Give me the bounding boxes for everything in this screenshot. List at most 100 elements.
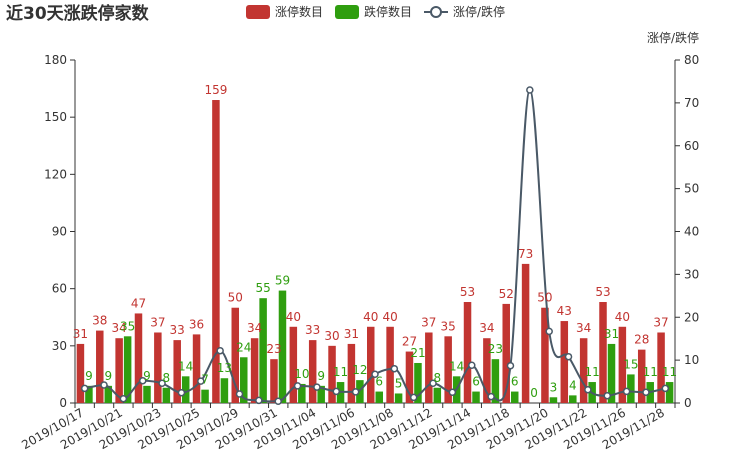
right-axis-tick-label: 10 [684,353,699,367]
bar-label-limit-down: 4 [569,378,577,392]
legend-swatch-limit-up [246,5,270,19]
ratio-point [119,394,128,403]
bar-label-limit-up: 53 [595,285,610,299]
bar-limit-up [618,326,627,403]
bar-limit-up [173,340,181,403]
ratio-point [409,393,418,402]
bar-limit-up [405,351,414,403]
ratio-point [274,397,282,406]
bar-label-limit-up: 35 [441,319,456,333]
ratio-point [526,86,534,94]
bar-limit-up [76,343,85,403]
bar-limit-up [541,307,549,403]
bar-limit-down [627,374,635,403]
bar-limit-down [220,378,229,403]
ratio-point [100,381,108,389]
bar-limit-down [375,391,383,403]
right-axis-tick-label: 20 [684,310,699,324]
bar-label-limit-down: 11 [662,365,677,379]
legend-swatch-limit-down [335,5,359,19]
bar-label-limit-down: 6 [511,375,519,389]
bar-limit-up [367,326,375,403]
ratio-line-layer [80,86,670,406]
bar-label-limit-up: 53 [460,285,475,299]
bar-label-limit-down: 9 [317,369,325,383]
bar-limit-down [569,395,577,403]
bar-label-limit-up: 28 [634,333,649,347]
ratio-point [235,390,244,398]
ratio-point [313,383,321,391]
bar-limit-down [240,357,248,403]
right-axis-tick-label: 50 [684,182,699,196]
bar-limit-up [134,313,143,403]
ratio-point [448,388,457,397]
bar-label-limit-up: 47 [131,296,146,310]
bar-limit-up [599,302,607,403]
bar-limit-up [328,345,336,403]
ratio-point [603,391,612,400]
bar-limit-down [123,336,132,403]
bar-label-limit-down: 11 [585,365,600,379]
bar-label-limit-up: 40 [363,310,378,324]
bar-limit-up [96,330,104,403]
bar-label-limit-down: 6 [375,375,383,389]
bar-limit-up [347,343,356,403]
right-axis-tick-label: 0 [684,396,692,410]
ratio-point [622,387,631,396]
chart-title: 近30天涨跌停家数 [6,3,150,24]
legend-label-limit-up: 涨停数目 [275,4,323,19]
bar-limit-up [425,332,433,403]
left-axis-tick-label: 90 [52,225,67,239]
ratio-point [293,382,302,390]
right-axis-tick-label: 70 [684,96,699,110]
bar-label-limit-up: 31 [73,327,88,341]
bar-label-limit-down: 11 [643,365,658,379]
bar-label-limit-down: 9 [85,369,93,383]
legend-item-limit-down[interactable]: 跌停数目 [335,4,412,19]
legend-item-limit-up[interactable]: 涨停数目 [246,4,323,19]
bar-label-limit-down: 21 [410,346,425,360]
bar-label-limit-up: 73 [518,247,533,261]
ratio-point [351,388,360,396]
ratio-point [332,387,341,396]
ratio-point [177,388,186,397]
bar-label-limit-up: 52 [499,287,514,301]
bar-label-limit-up: 34 [479,321,494,335]
bar-label-limit-down: 15 [623,357,638,371]
bar-label-limit-down: 9 [143,369,151,383]
bar-label-limit-down: 55 [255,281,270,295]
bar-label-limit-down: 23 [488,342,503,356]
bar-label-limit-down: 13 [217,361,232,375]
bar-label-limit-up: 40 [286,310,301,324]
legend-item-ratio[interactable]: 涨停/跌停 [424,4,505,19]
bar-limit-up [192,334,201,403]
bar-label-limit-down: 6 [472,375,480,389]
ratio-point [487,392,495,401]
bar-label-limit-up: 50 [228,291,243,305]
bar-limit-up [579,338,588,403]
bar-limit-up [560,321,569,403]
left-axis-tick-label: 150 [44,110,67,124]
bar-label-limit-down: 10 [294,367,309,381]
value-labels: 3193893435479378331436715913502434552359… [73,83,677,400]
ratio-point [468,361,476,370]
bar-limit-up [657,332,665,403]
bar-limit-up [212,100,220,404]
bar-limit-down [143,385,151,403]
bar-limit-up [483,338,491,403]
bar-limit-up [231,307,240,403]
bar-label-limit-up: 159 [204,83,227,97]
bar-limit-up [444,336,452,403]
bar-limit-up [270,359,278,403]
ratio-point [80,384,89,393]
ratio-point [197,377,205,385]
bar-label-limit-up: 23 [266,342,281,356]
ratio-point [390,364,399,373]
right-axis-tick-label: 80 [684,53,699,67]
bar-label-limit-up: 36 [189,317,204,331]
bar-label-limit-down: 31 [604,327,619,341]
legend-label-ratio: 涨停/跌停 [453,4,505,19]
bar-label-limit-up: 40 [615,310,630,324]
bar-limit-down [278,290,287,403]
left-axis-tick-label: 180 [44,53,67,67]
